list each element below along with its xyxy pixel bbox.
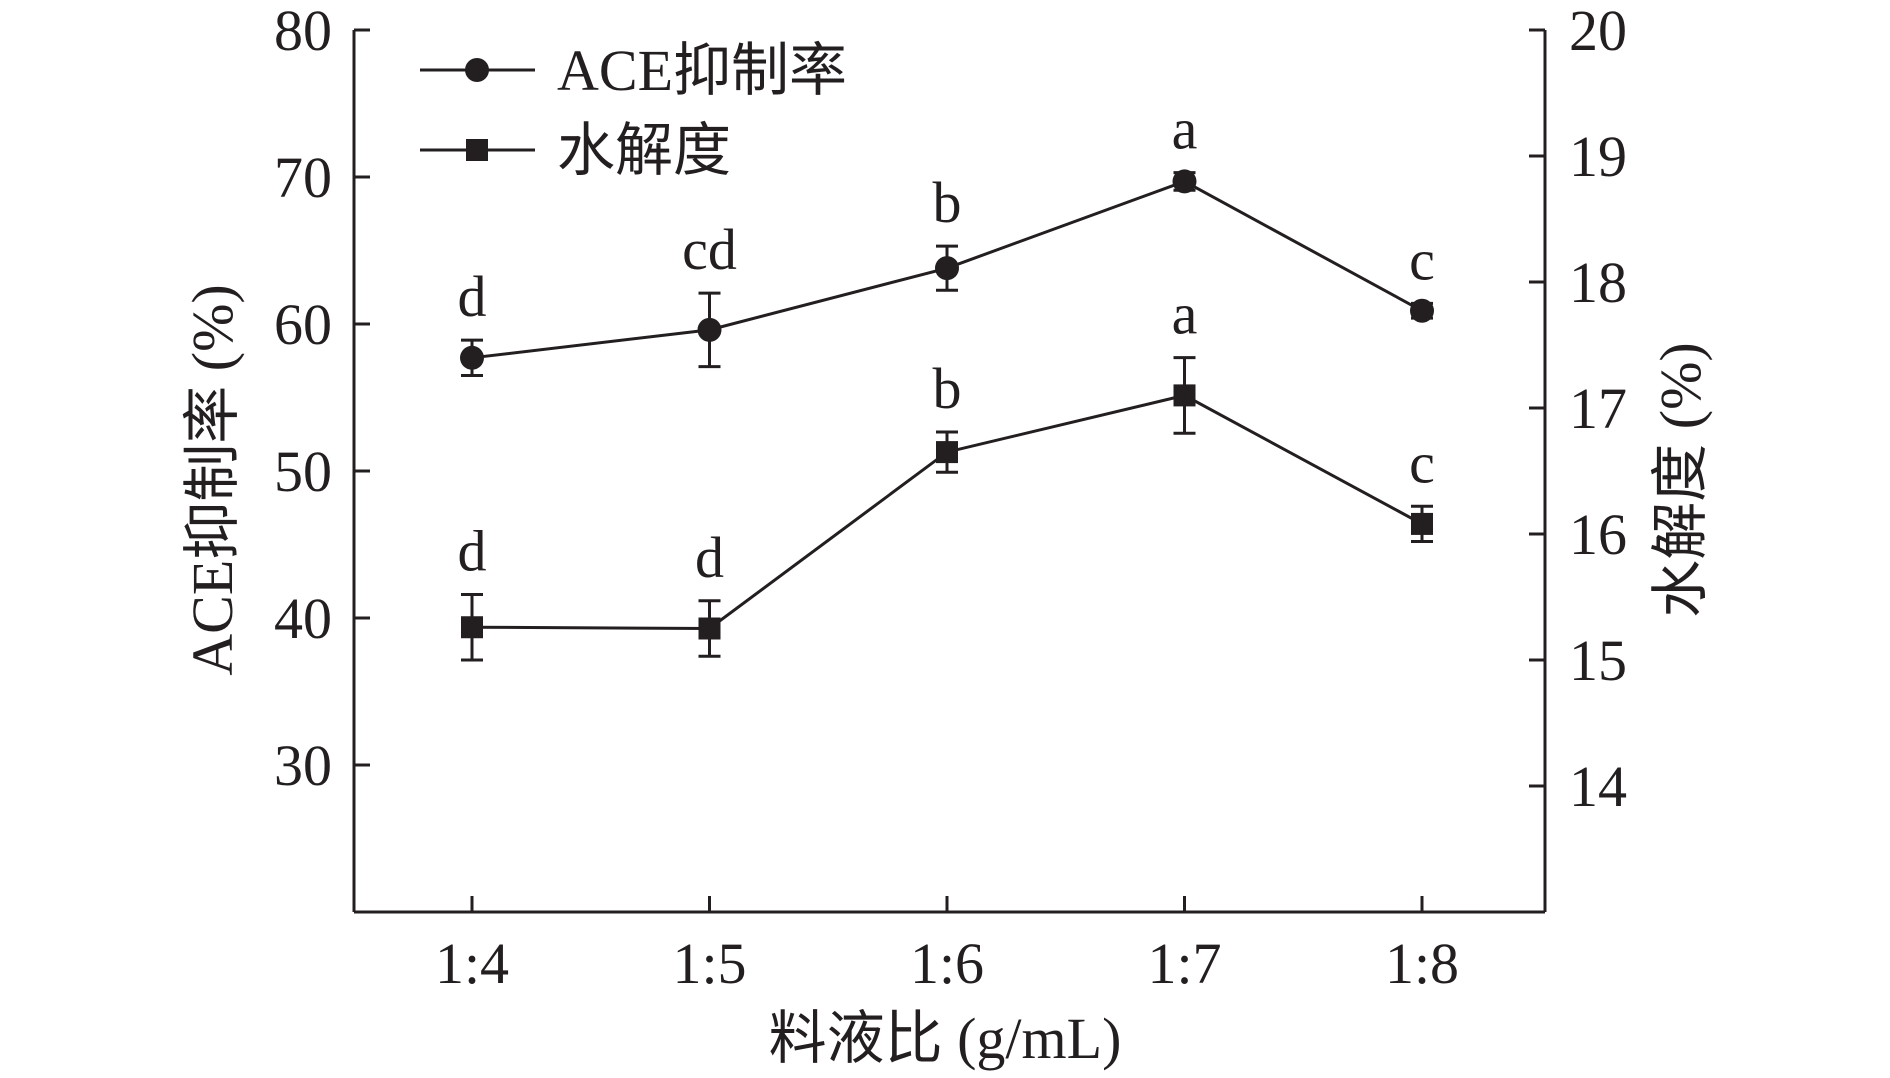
data-point-square	[1411, 512, 1433, 535]
data-point-circle	[460, 345, 484, 370]
y-axis-left-title: ACE抑制率 (%)	[180, 284, 245, 675]
significance-label: c	[1409, 430, 1435, 495]
significance-label: d	[695, 525, 724, 590]
y-left-tick-label: 40	[274, 586, 332, 651]
significance-label: b	[933, 356, 962, 421]
y-right-tick-label: 16	[1569, 502, 1627, 567]
data-point-square	[461, 616, 483, 639]
x-tick-label: 1:4	[435, 931, 509, 996]
y-right-tick-label: 14	[1569, 754, 1627, 819]
legend-label: 水解度	[557, 118, 731, 183]
significance-label: cd	[682, 217, 737, 282]
data-point-square	[698, 617, 721, 640]
significance-label: d	[458, 518, 487, 583]
x-tick-label: 1:7	[1147, 931, 1221, 996]
x-axis-title: 料液比 (g/mL)	[769, 1006, 1122, 1071]
axis-titles: 料液比 (g/mL) ACE抑制率 (%) 水解度 (%)	[180, 284, 1713, 1071]
significance-label: c	[1409, 227, 1435, 292]
y-right-tick-label: 15	[1569, 628, 1627, 693]
data-point-circle	[1410, 298, 1434, 323]
y-left-tick-label: 30	[274, 733, 332, 798]
significance-label: a	[1172, 97, 1198, 162]
legend-marker-circle	[465, 58, 489, 82]
data-point-circle	[697, 317, 722, 342]
y-right-tick-label: 17	[1569, 376, 1627, 441]
series-line	[471, 393, 1423, 631]
legend-label: ACE抑制率	[557, 38, 847, 103]
y-right-tick-label: 19	[1569, 124, 1627, 189]
data-point-circle	[935, 256, 959, 281]
significance-label: a	[1172, 282, 1198, 347]
y-left-tick-label: 50	[274, 439, 332, 504]
series-1: d cd b a c	[458, 97, 1435, 377]
data-point-square	[1173, 384, 1196, 407]
x-tick-label: 1:6	[910, 931, 984, 996]
y-right-tick-label: 20	[1569, 0, 1627, 63]
x-tick-label: 1:8	[1385, 931, 1459, 996]
y-axis-right-title: 水解度 (%)	[1648, 342, 1713, 617]
series-2: d d b a c	[458, 282, 1435, 662]
axes: 30 40 50 60 70 80 14 15 16 17 18 19 20 1:4 1:5 1:6 1:7 1:…	[274, 0, 1627, 996]
y-left-tick-label: 70	[274, 145, 332, 210]
y-right-tick-label: 18	[1569, 250, 1627, 315]
y-left-tick-label: 80	[274, 0, 332, 63]
significance-label: b	[933, 170, 962, 235]
x-tick-label: 1:5	[672, 931, 746, 996]
data-point-circle	[1172, 169, 1197, 194]
data-point-square	[936, 441, 958, 464]
y-left-tick-label: 60	[274, 292, 332, 357]
legend-marker-square	[466, 139, 488, 161]
significance-label: d	[458, 264, 487, 329]
